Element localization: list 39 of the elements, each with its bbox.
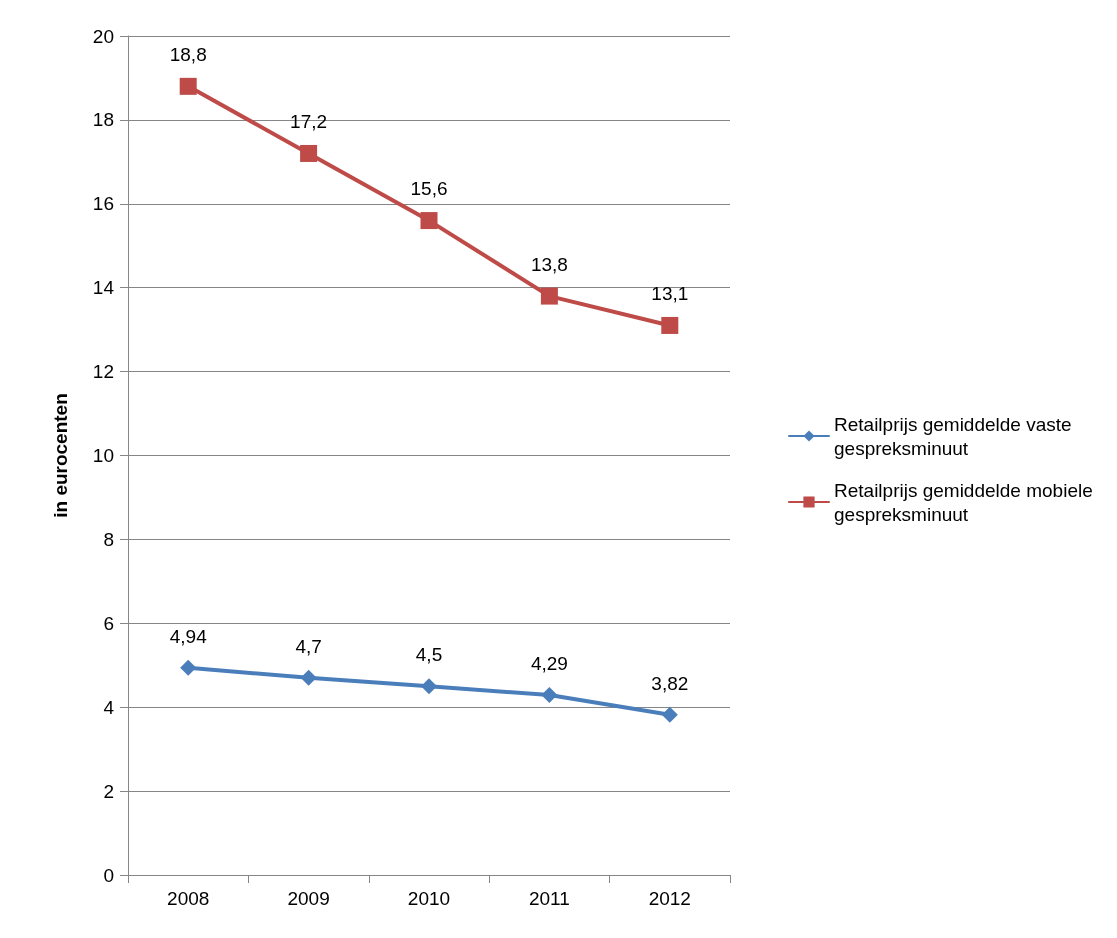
- point: [661, 316, 679, 334]
- data-label: 4,29: [530, 653, 568, 675]
- data-label: 13,1: [651, 282, 689, 304]
- point: [661, 706, 678, 723]
- data-label: 15,6: [410, 178, 448, 200]
- legend-label: Retailprijs gemiddelde mobiele gespreksminuut: [834, 479, 1099, 525]
- y-axis-title: in eurocenten: [50, 393, 71, 518]
- y-tick-label: 0: [103, 864, 114, 886]
- legend-label: Retailprijs gemiddelde vaste gespreksminuut: [834, 413, 1077, 459]
- data-label: 4,7: [295, 635, 322, 657]
- data-label: 13,8: [530, 253, 568, 275]
- x-tick-label: 2012: [648, 888, 691, 909]
- y-tick-label: 14: [92, 277, 115, 299]
- point: [541, 687, 558, 704]
- y-tick-label: 12: [92, 361, 114, 383]
- x-tick-label: 2008: [167, 888, 210, 909]
- data-label: 4,94: [169, 625, 208, 647]
- point: [540, 287, 558, 305]
- point: [421, 678, 437, 695]
- point: [300, 144, 318, 162]
- point: [179, 77, 197, 95]
- y-tick-label: 2: [103, 780, 114, 802]
- data-label: 3,82: [651, 672, 689, 694]
- y-tick-label: 20: [92, 25, 114, 47]
- point: [180, 659, 197, 676]
- y-tick-label: 18: [92, 109, 114, 131]
- y-tick-label: 10: [92, 445, 114, 466]
- x-tick-label: 2010: [407, 888, 451, 909]
- point: [420, 212, 438, 230]
- y-tick-label: 6: [103, 612, 114, 634]
- data-label: 18,8: [169, 43, 207, 65]
- data-label: 17,2: [290, 110, 328, 132]
- point: [300, 669, 317, 686]
- x-tick-label: 2009: [287, 888, 330, 909]
- x-tick-label: 2011: [528, 888, 570, 909]
- y-tick-label: 4: [103, 696, 115, 718]
- y-tick-label: 8: [103, 528, 114, 550]
- y-tick-label: 16: [92, 193, 114, 215]
- data-label: 4,5: [415, 644, 443, 666]
